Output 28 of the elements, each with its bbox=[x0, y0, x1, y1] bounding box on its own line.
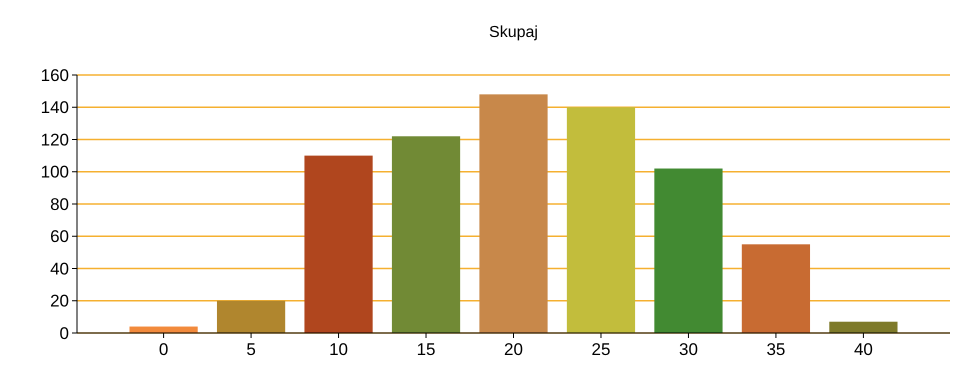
y-tick-label: 40 bbox=[50, 259, 69, 278]
bar bbox=[304, 156, 373, 333]
x-tick-label: 35 bbox=[766, 340, 786, 359]
y-tick-label: 80 bbox=[50, 194, 69, 214]
x-tick-label: 20 bbox=[504, 340, 523, 359]
y-tick-label: 140 bbox=[40, 98, 69, 118]
x-tick-label: 0 bbox=[158, 340, 168, 359]
y-tick-label: 160 bbox=[40, 66, 69, 85]
bar bbox=[129, 326, 198, 333]
y-tick-label: 20 bbox=[50, 292, 69, 311]
bar bbox=[392, 136, 460, 333]
y-tick-label: 60 bbox=[50, 227, 69, 246]
y-tick-label: 100 bbox=[40, 162, 69, 182]
bar bbox=[479, 94, 548, 333]
y-tick-label: 0 bbox=[60, 324, 69, 343]
x-tick-label: 40 bbox=[854, 340, 873, 359]
x-tick-label: 30 bbox=[678, 340, 698, 359]
bar bbox=[742, 244, 810, 333]
x-tick-label: 25 bbox=[592, 340, 610, 359]
x-tick-label: 15 bbox=[416, 340, 436, 359]
bar bbox=[566, 107, 636, 333]
bar bbox=[829, 322, 898, 333]
bar bbox=[654, 168, 723, 333]
x-tick-label: 10 bbox=[329, 340, 348, 359]
chart-title: Skupaj bbox=[489, 24, 538, 41]
x-tick-label: 5 bbox=[246, 340, 256, 359]
y-tick-label: 120 bbox=[40, 130, 69, 150]
bar bbox=[216, 300, 286, 333]
